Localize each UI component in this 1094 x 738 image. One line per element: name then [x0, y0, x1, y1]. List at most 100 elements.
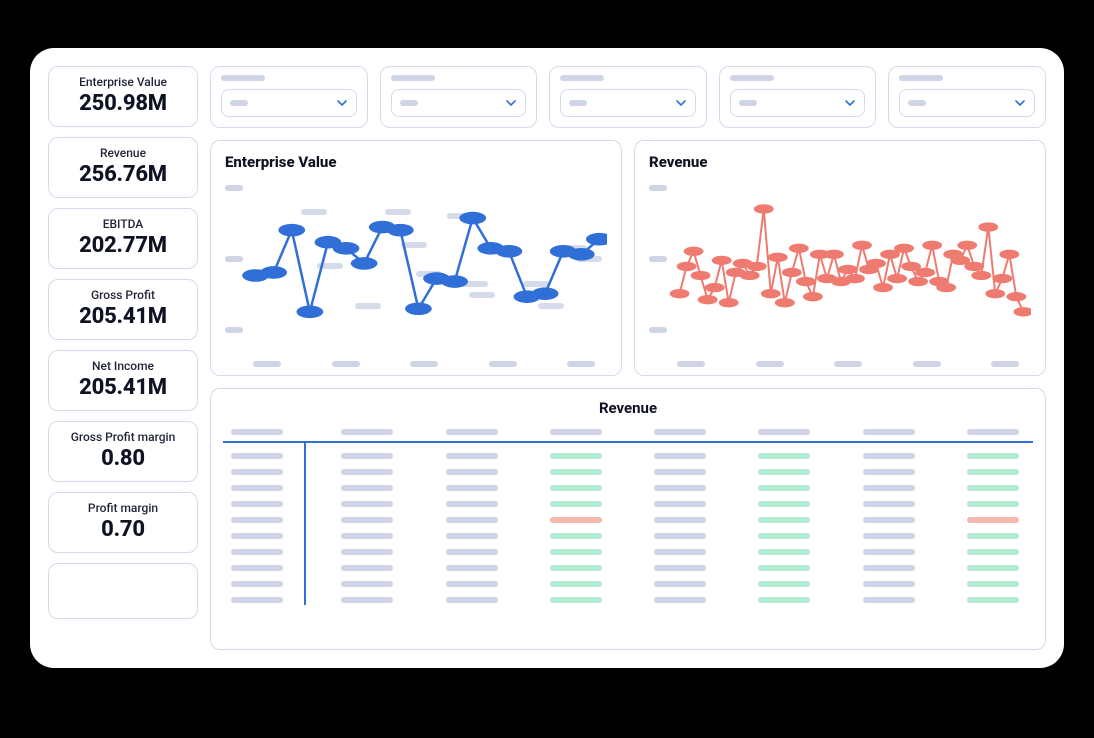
table-cell-placeholder: [446, 469, 498, 475]
metric-card[interactable]: Gross Profit margin0.80: [48, 421, 198, 482]
table-cell-placeholder: [654, 581, 706, 587]
table-row: [231, 517, 1025, 523]
axis-tick-placeholder: [332, 361, 360, 367]
table-cell-placeholder: [446, 501, 498, 507]
table-column-header-placeholder: [654, 429, 706, 435]
table-cell-placeholder: [758, 501, 810, 507]
table-cell-placeholder: [967, 517, 1019, 523]
filter-select[interactable]: [221, 89, 357, 117]
table-cell-placeholder: [654, 549, 706, 555]
metric-card-empty: [48, 563, 198, 619]
table-cell-placeholder: [550, 565, 602, 571]
axis-tick-placeholder: [253, 361, 281, 367]
chevron-down-icon: [675, 97, 687, 109]
table-cell-placeholder: [758, 453, 810, 459]
main-column: Enterprise Value Revenue: [210, 66, 1046, 650]
chart-body: [649, 177, 1031, 357]
table-cell-placeholder: [863, 597, 915, 603]
axis-tick-placeholder: [991, 361, 1019, 367]
chevron-down-icon: [1014, 97, 1026, 109]
table-cell-placeholder: [654, 517, 706, 523]
table-header: [223, 423, 1033, 443]
filter-select[interactable]: [560, 89, 696, 117]
table-cell-placeholder: [550, 453, 602, 459]
table-cell-placeholder: [863, 469, 915, 475]
metric-value: 202.77M: [59, 233, 187, 258]
table-cell-placeholder: [654, 485, 706, 491]
filter-select[interactable]: [391, 89, 527, 117]
table-cell-placeholder: [654, 453, 706, 459]
filter-card: [719, 66, 877, 128]
metric-label: Revenue: [59, 146, 187, 160]
metric-label: Gross Profit margin: [59, 430, 187, 444]
table-row: [231, 597, 1025, 603]
table-cell-placeholder: [758, 517, 810, 523]
metric-card[interactable]: EBITDA 202.77M: [48, 208, 198, 269]
metric-label: EBITDA: [59, 217, 187, 231]
filter-row: [210, 66, 1046, 128]
table-cell-placeholder: [341, 533, 393, 539]
metric-card[interactable]: Enterprise Value250.98M: [48, 66, 198, 127]
table-cell-placeholder: [446, 581, 498, 587]
table-cell-placeholder: [758, 597, 810, 603]
table-cell-placeholder: [550, 549, 602, 555]
table-cell-placeholder: [758, 565, 810, 571]
chart-title: Enterprise Value: [225, 153, 607, 171]
table-cell-placeholder: [550, 517, 602, 523]
table-column-header-placeholder: [231, 429, 283, 435]
metric-card[interactable]: Gross Profit205.41M: [48, 279, 198, 340]
table-cell-placeholder: [341, 453, 393, 459]
filter-card: [549, 66, 707, 128]
table-cell-placeholder: [863, 533, 915, 539]
axis-tick-placeholder: [567, 361, 595, 367]
table-cell-placeholder: [967, 453, 1019, 459]
table-column-header-placeholder: [967, 429, 1019, 435]
charts-row: Enterprise Value Revenue: [210, 140, 1046, 376]
table-cell-placeholder: [863, 501, 915, 507]
table-cell-placeholder: [341, 501, 393, 507]
table-cell-placeholder: [341, 581, 393, 587]
table-cell-placeholder: [446, 565, 498, 571]
metrics-sidebar: Enterprise Value250.98M Revenue 256.76M EBI…: [48, 66, 198, 650]
metric-value: 256.76M: [59, 162, 187, 187]
filter-select[interactable]: [899, 89, 1035, 117]
filter-select[interactable]: [730, 89, 866, 117]
axis-tick-placeholder: [410, 361, 438, 367]
table-cell-placeholder: [967, 597, 1019, 603]
table-row: [231, 565, 1025, 571]
x-axis-ticks: [649, 357, 1031, 367]
table-body: [223, 443, 1033, 605]
table-cell-placeholder: [967, 581, 1019, 587]
table-cell-placeholder: [231, 549, 283, 555]
table-cell-placeholder: [231, 533, 283, 539]
metric-card[interactable]: Profit margin0.70: [48, 492, 198, 553]
table-cell-placeholder: [231, 565, 283, 571]
table-cell-placeholder: [758, 485, 810, 491]
table-cell-placeholder: [550, 469, 602, 475]
metric-card[interactable]: Revenue 256.76M: [48, 137, 198, 198]
table-cell-placeholder: [550, 597, 602, 603]
table-cell-placeholder: [967, 469, 1019, 475]
table-cell-placeholder: [446, 453, 498, 459]
metric-label: Net Income: [59, 359, 187, 373]
table-cell-placeholder: [758, 581, 810, 587]
table-cell-placeholder: [341, 469, 393, 475]
axis-tick-placeholder: [756, 361, 784, 367]
table-cell-placeholder: [446, 485, 498, 491]
table-cell-placeholder: [654, 597, 706, 603]
metric-label: Gross Profit: [59, 288, 187, 302]
select-value-placeholder: [230, 100, 248, 106]
table-cell-placeholder: [967, 533, 1019, 539]
revenue-chart-card: Revenue: [634, 140, 1046, 376]
table-cell-placeholder: [863, 517, 915, 523]
table-cell-placeholder: [550, 581, 602, 587]
axis-tick-placeholder: [677, 361, 705, 367]
table-column-header-placeholder: [446, 429, 498, 435]
table-cell-placeholder: [550, 533, 602, 539]
select-value-placeholder: [400, 100, 418, 106]
metric-card[interactable]: Net Income205.41M: [48, 350, 198, 411]
dashboard-panel: Enterprise Value250.98M Revenue 256.76M EBI…: [30, 48, 1064, 668]
table-cell-placeholder: [341, 597, 393, 603]
table-cell-placeholder: [341, 565, 393, 571]
table-cell-placeholder: [863, 565, 915, 571]
